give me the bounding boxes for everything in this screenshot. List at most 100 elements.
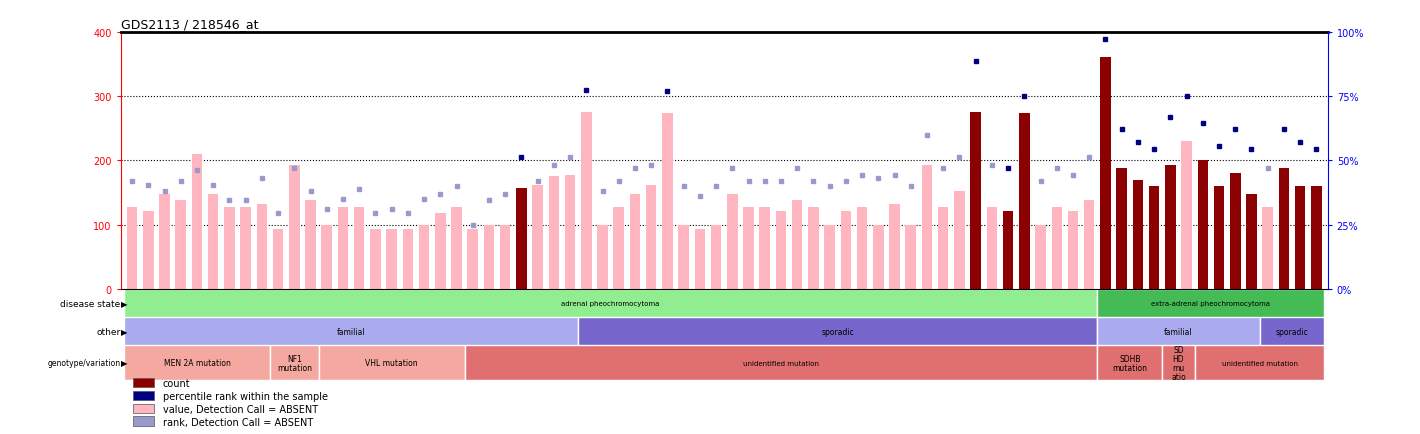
Bar — [906, 225, 916, 289]
Bar — [792, 201, 802, 289]
Text: extra-adrenal pheochromocytoma: extra-adrenal pheochromocytoma — [1152, 300, 1271, 306]
Bar — [646, 185, 656, 289]
Bar — [841, 211, 851, 289]
Bar — [257, 205, 267, 289]
Bar — [662, 114, 673, 289]
Bar — [419, 225, 429, 289]
Bar — [1098, 317, 1260, 345]
Bar — [1098, 345, 1162, 381]
Bar — [1311, 187, 1322, 289]
Bar — [500, 225, 510, 289]
Bar — [1003, 211, 1014, 289]
Bar — [1278, 169, 1289, 289]
Bar — [1295, 187, 1305, 289]
Bar — [1162, 345, 1194, 381]
Bar — [1230, 174, 1241, 289]
Bar — [403, 230, 413, 289]
Bar — [318, 345, 464, 381]
Text: sporadic: sporadic — [1275, 327, 1308, 336]
Bar — [532, 185, 542, 289]
Bar — [270, 345, 318, 381]
Bar — [124, 317, 578, 345]
Text: SD
HD
mu
atio: SD HD mu atio — [1172, 345, 1186, 381]
Text: other: other — [97, 327, 121, 336]
Bar — [435, 214, 446, 289]
Bar — [321, 225, 332, 289]
Text: familial: familial — [1164, 327, 1193, 336]
Bar — [939, 207, 949, 289]
Text: familial: familial — [337, 327, 365, 336]
Bar — [743, 207, 754, 289]
Text: MEN 2A mutation: MEN 2A mutation — [163, 358, 230, 368]
Bar — [124, 345, 270, 381]
Bar — [578, 317, 1098, 345]
Text: ▶: ▶ — [121, 327, 128, 336]
Bar — [452, 207, 462, 289]
Bar — [760, 207, 770, 289]
Bar — [694, 230, 706, 289]
Bar — [1260, 317, 1325, 345]
Bar — [484, 225, 494, 289]
Text: genotype/variation: genotype/variation — [48, 358, 121, 368]
Bar — [305, 201, 315, 289]
Bar — [159, 194, 170, 289]
Bar — [1051, 207, 1062, 289]
Bar — [1214, 187, 1224, 289]
Bar — [1116, 169, 1127, 289]
Bar — [290, 166, 300, 289]
Bar — [1035, 225, 1045, 289]
Bar — [1197, 161, 1208, 289]
Bar — [273, 230, 284, 289]
Bar — [1133, 180, 1143, 289]
Bar — [856, 207, 868, 289]
Bar — [598, 225, 608, 289]
Text: GDS2113 / 218546_at: GDS2113 / 218546_at — [121, 18, 258, 31]
Bar — [889, 205, 900, 289]
Bar — [133, 416, 155, 426]
Bar — [1194, 345, 1325, 381]
Bar — [1083, 201, 1095, 289]
Bar — [1262, 207, 1272, 289]
Bar — [808, 207, 819, 289]
Bar — [133, 391, 155, 400]
Bar — [126, 207, 138, 289]
Bar — [176, 201, 186, 289]
Bar — [240, 207, 251, 289]
Bar — [207, 194, 219, 289]
Bar — [1164, 166, 1176, 289]
Bar — [679, 225, 689, 289]
Bar — [1149, 187, 1159, 289]
Bar — [922, 166, 933, 289]
Bar — [133, 378, 155, 387]
Bar — [873, 225, 883, 289]
Bar — [1068, 211, 1078, 289]
Bar — [354, 207, 365, 289]
Bar — [124, 289, 1098, 317]
Bar — [581, 113, 592, 289]
Bar — [371, 230, 381, 289]
Text: NF1
mutation: NF1 mutation — [277, 354, 312, 372]
Bar — [224, 207, 234, 289]
Bar — [464, 345, 1098, 381]
Text: VHL mutation: VHL mutation — [365, 358, 417, 368]
Bar — [1181, 142, 1191, 289]
Bar — [1247, 194, 1257, 289]
Bar — [775, 211, 787, 289]
Text: unidentified mutation: unidentified mutation — [743, 360, 819, 366]
Text: value, Detection Call = ABSENT: value, Detection Call = ABSENT — [163, 404, 318, 414]
Bar — [1100, 58, 1110, 289]
Text: rank, Detection Call = ABSENT: rank, Detection Call = ABSENT — [163, 417, 314, 427]
Bar — [970, 113, 981, 289]
Text: sporadic: sporadic — [821, 327, 855, 336]
Bar — [565, 175, 575, 289]
Text: count: count — [163, 378, 190, 388]
Text: unidentified mutation: unidentified mutation — [1221, 360, 1298, 366]
Bar — [987, 207, 997, 289]
Bar — [711, 225, 721, 289]
Text: disease state: disease state — [61, 299, 121, 308]
Bar — [133, 404, 155, 413]
Text: adrenal pheochromocytoma: adrenal pheochromocytoma — [561, 300, 660, 306]
Text: ▶: ▶ — [121, 358, 128, 368]
Bar — [1098, 289, 1325, 317]
Bar — [629, 194, 640, 289]
